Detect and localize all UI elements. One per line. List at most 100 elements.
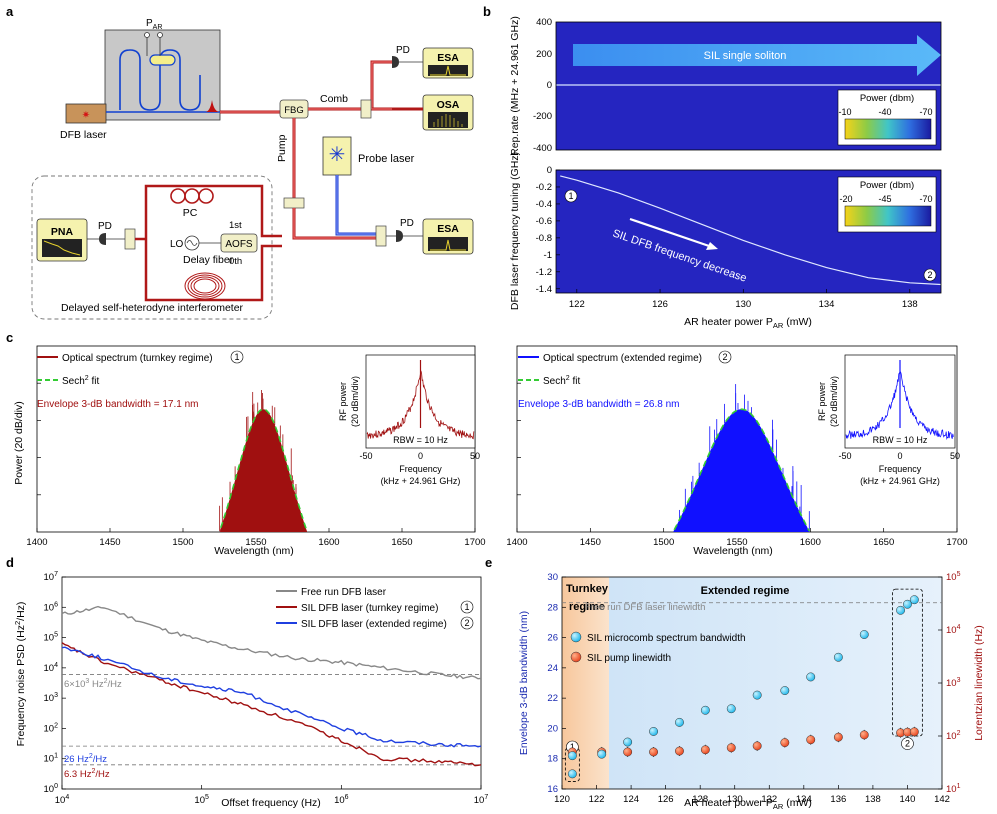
dshi-label: Delayed self-heterodyne interferometer: [61, 302, 244, 314]
top-colorbar-title: Power (dbm): [860, 93, 914, 104]
inset-x-tick: 0: [897, 451, 902, 461]
x-tick: 1400: [26, 537, 47, 548]
inset-xlabel-1: Frequency: [879, 464, 922, 474]
comb-bandwidth-point: [567, 769, 577, 779]
pump-label: Pump: [276, 134, 288, 162]
legend-free: Free run DFB laser: [301, 587, 387, 598]
pulse-icon: [205, 100, 220, 112]
legend-fit-left: Sech2 fit: [62, 375, 99, 387]
top-cbar-tick: -40: [878, 107, 891, 117]
comb-bandwidth-point: [726, 704, 736, 714]
x-tick: 134: [796, 794, 812, 805]
sech2-fit: [220, 408, 308, 532]
pd-label-dshi: PD: [98, 221, 112, 232]
panel-a-schematic: ✷ DFB laser PAR FBG Comb PD ESA OSA: [31, 18, 474, 320]
y-tick: -1: [544, 250, 552, 261]
chip-box: [104, 29, 221, 121]
coupler-icon-dshi: [124, 228, 136, 250]
legend-extended: Optical spectrum (extended regime): [543, 353, 702, 364]
pump-linewidth-point: [859, 730, 869, 740]
panel-label-b: b: [483, 4, 491, 19]
regime-label: regime: [569, 601, 605, 613]
y-tick: 106: [44, 601, 59, 613]
dfb-laser-label: DFB laser: [60, 129, 107, 141]
inset-ylabel-2: (20 dBm/div): [829, 376, 839, 427]
free-run-linewidth-label: Free run DFB laser linewidth: [585, 602, 705, 613]
zeroth-order-label: 0th: [229, 256, 242, 267]
panel-e-ylabel-left: Envelope 3-dB bandwidth (nm): [518, 611, 530, 755]
optical-spectrum: [673, 409, 810, 532]
x-tick: 1650: [873, 537, 894, 548]
panel-e-xlabel: AR heater power PAR (mW): [684, 797, 812, 811]
y-tick: 101: [44, 753, 59, 765]
first-order-label: 1st: [229, 220, 242, 231]
legend-fit-right: Sech2 fit: [543, 375, 580, 387]
y-tick: 100: [44, 783, 59, 795]
y-tick: 0: [547, 80, 552, 91]
annotation-free: 6×103 Hz2/Hz: [64, 678, 122, 690]
legend-comb-bandwidth: SIL microcomb spectrum bandwidth: [587, 633, 746, 644]
y-tick: 102: [44, 722, 59, 734]
x-tick: 132: [761, 794, 777, 805]
pd-label-probe: PD: [400, 218, 414, 229]
insets-text: -50 0 50 RBW = 10 Hz Frequency (kHz + 24.961 …: [338, 354, 960, 486]
panel-c-ylabel: Power (20 dB/div): [13, 401, 25, 484]
delay-fiber-label: Delay fiber: [183, 254, 234, 266]
inset-ylabel-1: RF power: [817, 382, 827, 421]
x-tick: 1600: [318, 537, 339, 548]
comb-bandwidth-point: [752, 690, 762, 700]
probe-laser-box: [322, 136, 352, 176]
y-tick-left: 20: [547, 723, 558, 734]
legend-comb-bandwidth-icon: [570, 631, 582, 643]
y-tick: 103: [44, 692, 59, 704]
lo-label: LO: [170, 239, 184, 250]
panel-c-right: 1400 1450 1500 1550 1600 1650 1700: [506, 345, 968, 548]
legend-marker-2-text: 2: [722, 352, 727, 362]
y-tick: 105: [44, 632, 59, 644]
soliton-arrow-text: SIL single soliton: [704, 50, 787, 62]
x-tick: 130: [727, 794, 743, 805]
decrease-arrow: [629, 217, 713, 249]
inset-x-tick: 0: [418, 451, 423, 461]
inset-x-tick: -50: [359, 451, 372, 461]
comb-bandwidth-point: [649, 727, 658, 736]
extended-region: [609, 577, 942, 789]
y-tick-left: 22: [547, 693, 558, 704]
inset-ylabel-1: RF power: [338, 382, 348, 421]
photodiode-icon: [392, 56, 399, 68]
y-tick-left: 30: [547, 572, 558, 583]
pump-linewidth-point: [726, 743, 736, 753]
panel-label-a: a: [6, 4, 14, 19]
inset-xlabel-2: (kHz + 24.961 GHz): [860, 476, 940, 486]
panel-b-top-ylabel: Rep.rate (MHz + 24.961 GHz): [509, 16, 521, 156]
laser-star-icon: ✷: [82, 110, 90, 121]
comb-label: Comb: [320, 93, 348, 105]
y-tick-left: 26: [547, 633, 558, 644]
panel-c-left-xlabel: Wavelength (nm): [214, 545, 294, 557]
psd-turnkey: [61, 642, 482, 767]
y-tick: 200: [536, 49, 552, 60]
annotation-turnkey: 6.3 Hz2/Hz: [64, 768, 110, 780]
x-tick: 1550: [726, 537, 747, 548]
marker-2-icon: [923, 268, 937, 282]
y-tick-right: 104: [946, 624, 961, 636]
x-tick: 130: [735, 299, 751, 310]
aofs-box: [220, 233, 258, 253]
pna-label: PNA: [51, 226, 74, 238]
pump-linewidth-point: [909, 727, 919, 737]
y-tick: -400: [533, 143, 552, 154]
legend-d-marker-2-text: 2: [464, 618, 469, 628]
soliton-arrow: [573, 35, 941, 76]
marker-2-text: 2: [927, 270, 932, 280]
y-tick-left: 24: [547, 663, 558, 674]
legend-marker-1-icon: [230, 350, 244, 364]
x-tick: 1500: [653, 537, 674, 548]
y-tick-left: 18: [547, 754, 558, 765]
x-tick: 1550: [245, 537, 266, 548]
x-tick: 126: [652, 299, 668, 310]
y-tick: 400: [536, 17, 552, 28]
coupler-icon-pump: [283, 197, 305, 209]
panel-d-xlabel: Offset frequency (Hz): [221, 797, 321, 809]
pump-linewidth-point: [780, 738, 790, 748]
